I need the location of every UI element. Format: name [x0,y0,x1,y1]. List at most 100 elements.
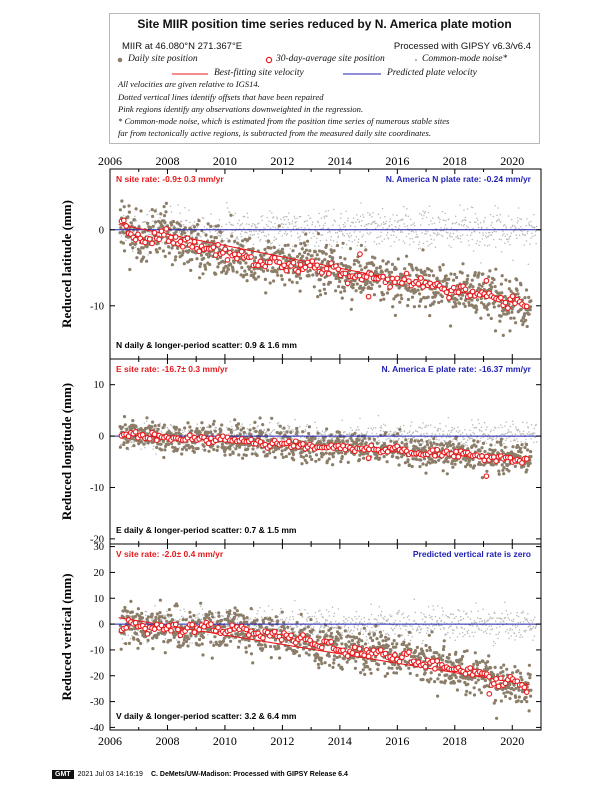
avg-position-point [177,238,184,245]
avg-position-point [368,442,375,449]
daily-position-point [461,293,465,297]
common-noise-point [272,620,275,623]
common-noise-point [361,220,363,222]
daily-position-point [131,246,135,250]
daily-position-point [145,259,149,263]
common-noise-point [319,626,322,629]
common-noise-point [449,236,451,238]
common-noise-point [493,426,496,428]
avg-position-point [262,263,269,270]
daily-position-point [228,447,232,451]
common-noise-point [357,238,360,241]
common-noise-point [466,444,468,447]
common-noise-point [202,613,204,616]
common-noise-point [381,240,383,243]
daily-position-point [238,261,242,265]
common-noise-point [386,227,388,230]
common-noise-point [300,227,302,229]
daily-position-point [355,442,359,447]
common-noise-point [371,432,373,434]
common-noise-point [422,440,425,443]
common-noise-point [424,436,427,439]
daily-position-point [264,291,268,295]
daily-position-point [262,258,266,262]
common-noise-point [516,217,519,219]
common-noise-point [489,213,492,216]
daily-position-point [266,438,270,443]
common-noise-point [299,215,302,218]
daily-position-point [318,289,322,293]
site-coords: MIIR at 46.080°N 271.367°E [122,41,243,52]
daily-position-point [292,458,296,462]
common-noise-point [523,244,525,246]
common-noise-point [253,233,256,236]
daily-position-point [171,219,176,224]
common-noise-point [261,219,263,222]
daily-position-point [248,428,252,432]
common-noise-point [504,242,506,245]
daily-position-point [262,450,266,454]
daily-position-point [529,450,533,454]
daily-position-point [215,257,220,261]
daily-position-point [156,427,160,431]
daily-position-point [518,454,522,459]
daily-position-point [281,436,285,440]
common-noise-point [280,607,282,610]
common-noise-point [263,226,265,229]
avg-position-point [170,240,177,246]
common-noise-point [300,439,303,442]
common-noise-point [490,429,492,431]
common-noise-point [434,426,436,428]
daily-position-point [340,455,344,459]
common-noise-point [356,426,359,428]
common-noise-point [389,437,391,440]
daily-position-point [500,274,504,278]
common-noise-point [466,234,468,236]
common-noise-point [379,426,382,429]
daily-position-point [455,275,459,280]
daily-position-point [412,457,416,461]
common-noise-point [312,626,315,628]
daily-position-point [453,302,458,306]
common-noise-point [270,242,272,245]
common-noise-point [347,235,350,237]
daily-position-point [482,303,486,307]
daily-position-point [386,260,390,264]
daily-position-point [122,415,127,419]
common-noise-point [385,222,387,225]
common-noise-point [287,621,290,624]
daily-position-point [509,316,513,320]
common-noise-point [257,430,259,433]
common-noise-point [369,213,371,216]
common-noise-point [374,427,377,429]
daily-position-point [496,451,500,455]
legend-fit-label: Best-fitting site velocity [214,68,304,78]
daily-position-point [501,468,505,472]
common-noise-point [386,431,389,433]
common-noise-point [396,214,398,217]
legend-plate-label: Predicted plate velocity [387,68,477,78]
daily-position-point [477,271,481,275]
common-noise-point [430,220,432,222]
daily-position-point [219,428,223,433]
daily-position-point [312,285,316,289]
daily-position-point [362,286,366,290]
daily-position-point [432,300,436,304]
daily-position-point [135,256,139,260]
common-noise-point [396,427,399,429]
common-noise-point [326,631,328,634]
common-noise-point [232,429,235,432]
daily-position-point [220,423,224,427]
common-noise-point [332,224,334,226]
common-noise-point [525,438,527,441]
daily-position-point [406,304,410,308]
common-noise-point [362,234,365,236]
daily-position-point [323,258,327,262]
common-noise-point [342,234,344,236]
daily-position-point [213,429,217,433]
common-noise-point [347,217,349,219]
common-noise-point [130,445,133,448]
common-noise-point [189,221,191,224]
daily-position-point [493,448,497,452]
